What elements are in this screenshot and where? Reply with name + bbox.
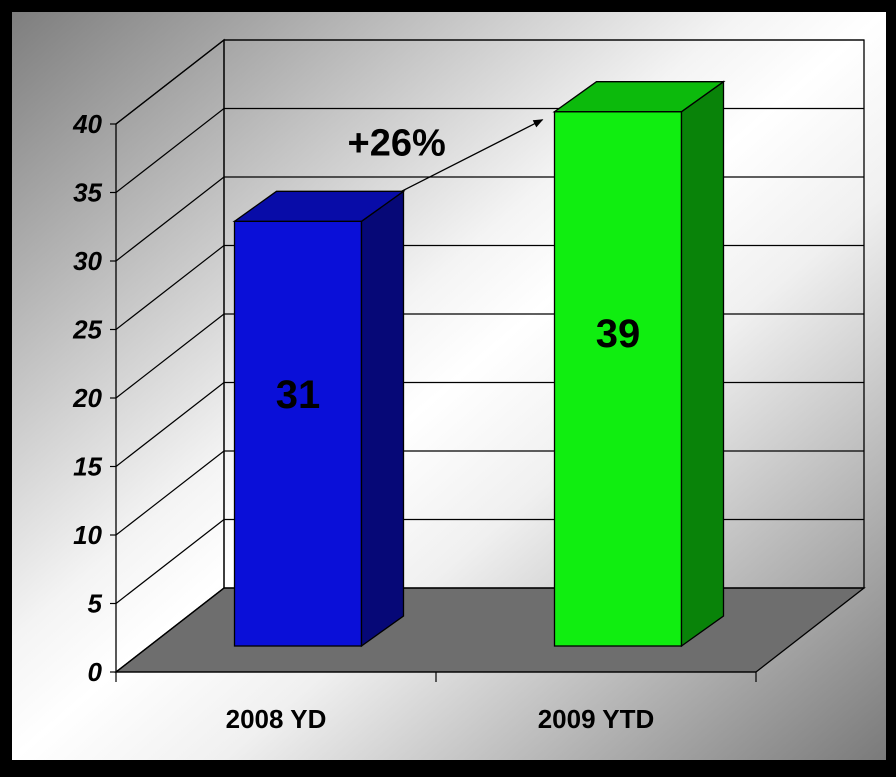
bar-2: 39: [552, 80, 726, 648]
y-tick-label: 30: [73, 246, 102, 276]
y-tick-label: 0: [88, 657, 103, 687]
growth-arrow: [401, 119, 544, 192]
growth-label: +26%: [348, 123, 446, 165]
bar-side: [360, 190, 405, 648]
data-label: 39: [596, 312, 641, 356]
bar-1: 31: [232, 190, 406, 648]
y-tick-label: 10: [73, 520, 102, 550]
bar-front: [553, 111, 683, 647]
y-axis-ticks: 0 5 10 15 20 25 30 35 40: [72, 109, 116, 687]
y-tick-label: 25: [72, 315, 102, 345]
category-label: 2008 YD: [226, 704, 327, 734]
category-label: 2009 YTD: [538, 704, 655, 734]
bar-top: [232, 190, 406, 222]
bar-front: [233, 220, 363, 647]
y-tick-label: 15: [73, 452, 102, 482]
y-tick-label: 20: [72, 383, 102, 413]
bar-side: [680, 80, 725, 648]
growth-annotation: +26%: [348, 119, 544, 192]
y-tick-label: 35: [73, 178, 102, 208]
bars: 31 39: [232, 80, 726, 648]
y-tick-label: 5: [88, 589, 103, 619]
bar-top: [552, 81, 726, 113]
y-tick-label: 40: [72, 109, 102, 139]
x-axis-labels: 2008 YD 2009 YTD: [115, 671, 757, 734]
chart-floor: [114, 587, 866, 673]
gridline: [115, 39, 864, 125]
data-label: 31: [276, 373, 321, 417]
